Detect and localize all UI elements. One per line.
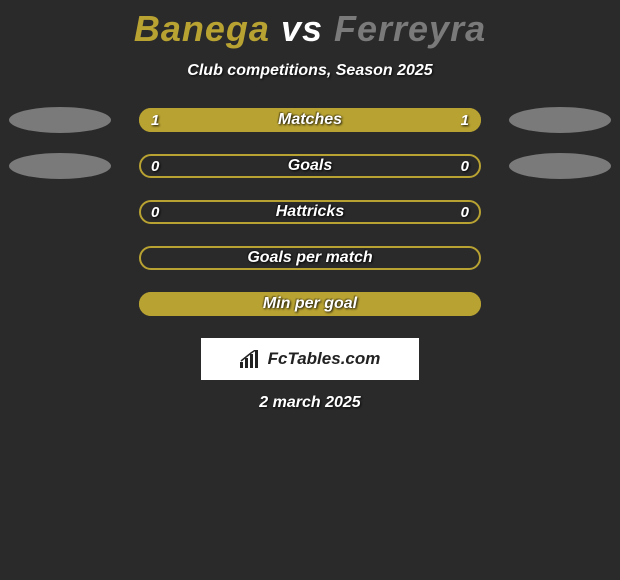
stat-bar: 00Goals: [139, 154, 481, 178]
ellipse-right: [509, 153, 611, 179]
stat-label: Hattricks: [139, 200, 481, 224]
ellipse-spacer: [9, 199, 111, 225]
comparison-card: Banega vs Ferreyra Club competitions, Se…: [0, 0, 620, 412]
ellipse-left: [9, 107, 111, 133]
stat-bar: 11Matches: [139, 108, 481, 132]
logo-text: FcTables.com: [268, 349, 381, 369]
stat-bar: Min per goal: [139, 292, 481, 316]
stat-bar: 00Hattricks: [139, 200, 481, 224]
ellipse-spacer: [509, 291, 611, 317]
stat-bar: Goals per match: [139, 246, 481, 270]
stat-label: Matches: [139, 108, 481, 132]
page-title: Banega vs Ferreyra: [0, 8, 620, 50]
ellipse-spacer: [9, 245, 111, 271]
chart-icon: [240, 350, 262, 368]
player1-name: Banega: [134, 8, 270, 49]
stat-label: Min per goal: [139, 292, 481, 316]
stat-label: Goals: [139, 154, 481, 178]
stat-row: 11Matches: [0, 108, 620, 132]
stat-label: Goals per match: [139, 246, 481, 270]
stat-row: 00Hattricks: [0, 200, 620, 224]
stat-row: Min per goal: [0, 292, 620, 316]
date-text: 2 march 2025: [0, 394, 620, 412]
ellipse-right: [509, 107, 611, 133]
ellipse-left: [9, 153, 111, 179]
player2-name: Ferreyra: [334, 8, 486, 49]
logo-box: FcTables.com: [201, 338, 419, 380]
stats-container: 11Matches 00Goals 00Hattricks Goals per mat…: [0, 108, 620, 316]
ellipse-spacer: [509, 199, 611, 225]
ellipse-spacer: [9, 291, 111, 317]
vs-text: vs: [281, 8, 323, 49]
stat-row: Goals per match: [0, 246, 620, 270]
ellipse-spacer: [509, 245, 611, 271]
subtitle: Club competitions, Season 2025: [0, 62, 620, 80]
stat-row: 00Goals: [0, 154, 620, 178]
